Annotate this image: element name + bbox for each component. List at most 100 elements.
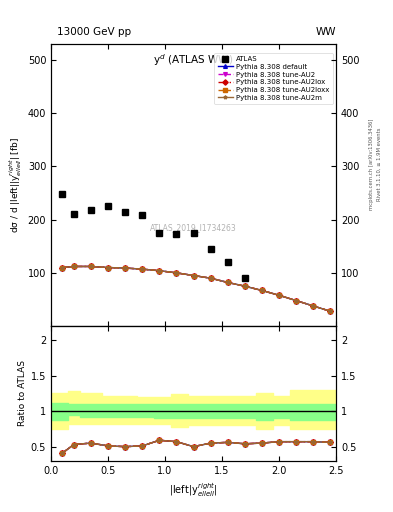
Y-axis label: dσ / d |left||y$_{ellell}^{right}$| [fb]: dσ / d |left||y$_{ellell}^{right}$| [fb] <box>7 137 24 233</box>
Pythia 8.308 default <box>208 275 213 281</box>
Pythia 8.308 tune-AU2 <box>226 280 230 286</box>
Pythia 8.308 default <box>174 270 179 276</box>
Pythia 8.308 tune-AU2loxx <box>294 297 299 304</box>
Pythia 8.308 tune-AU2lox <box>259 287 264 293</box>
Pythia 8.308 tune-AU2lox <box>191 272 196 279</box>
Pythia 8.308 tune-AU2 <box>140 266 145 272</box>
Pythia 8.308 default <box>277 292 281 298</box>
Pythia 8.308 tune-AU2m <box>89 263 94 269</box>
Pythia 8.308 tune-AU2m <box>294 297 299 304</box>
Text: y$^{d}$ (ATLAS WW): y$^{d}$ (ATLAS WW) <box>153 52 234 68</box>
Pythia 8.308 tune-AU2lox <box>106 265 110 271</box>
Pythia 8.308 tune-AU2lox <box>208 275 213 281</box>
Pythia 8.308 tune-AU2 <box>191 272 196 279</box>
Pythia 8.308 tune-AU2m <box>311 303 316 309</box>
Pythia 8.308 tune-AU2loxx <box>277 292 281 298</box>
Line: Pythia 8.308 tune-AU2loxx: Pythia 8.308 tune-AU2loxx <box>61 264 332 313</box>
ATLAS <box>242 275 247 281</box>
Text: 13000 GeV pp: 13000 GeV pp <box>57 27 131 37</box>
Pythia 8.308 default <box>157 268 162 274</box>
Line: ATLAS: ATLAS <box>59 191 248 281</box>
Pythia 8.308 tune-AU2loxx <box>72 263 76 269</box>
ATLAS <box>123 208 127 215</box>
Pythia 8.308 tune-AU2lox <box>328 308 333 314</box>
Pythia 8.308 default <box>242 283 247 289</box>
ATLAS <box>72 211 76 217</box>
ATLAS <box>157 230 162 236</box>
Pythia 8.308 default <box>294 297 299 304</box>
Text: mcplots.cern.ch [arXiv:1306.3436]: mcplots.cern.ch [arXiv:1306.3436] <box>369 118 374 209</box>
Pythia 8.308 tune-AU2loxx <box>311 303 316 309</box>
Pythia 8.308 default <box>311 303 316 309</box>
Pythia 8.308 tune-AU2loxx <box>191 272 196 279</box>
ATLAS <box>106 203 110 209</box>
Pythia 8.308 tune-AU2loxx <box>208 275 213 281</box>
Pythia 8.308 tune-AU2lox <box>72 263 76 269</box>
Line: Pythia 8.308 default: Pythia 8.308 default <box>61 264 332 313</box>
Pythia 8.308 tune-AU2 <box>157 268 162 274</box>
Pythia 8.308 tune-AU2m <box>123 265 127 271</box>
Pythia 8.308 tune-AU2 <box>89 263 94 269</box>
Pythia 8.308 tune-AU2 <box>328 308 333 314</box>
Pythia 8.308 tune-AU2m <box>157 268 162 274</box>
Pythia 8.308 tune-AU2lox <box>89 263 94 269</box>
Pythia 8.308 default <box>259 287 264 293</box>
Pythia 8.308 tune-AU2m <box>226 280 230 286</box>
Pythia 8.308 default <box>106 265 110 271</box>
Pythia 8.308 default <box>226 280 230 286</box>
Pythia 8.308 default <box>123 265 127 271</box>
ATLAS <box>226 259 230 265</box>
Pythia 8.308 tune-AU2loxx <box>174 270 179 276</box>
Pythia 8.308 tune-AU2m <box>328 308 333 314</box>
Pythia 8.308 tune-AU2 <box>259 287 264 293</box>
Line: Pythia 8.308 tune-AU2: Pythia 8.308 tune-AU2 <box>61 264 332 313</box>
Pythia 8.308 default <box>328 308 333 314</box>
Pythia 8.308 tune-AU2loxx <box>328 308 333 314</box>
Pythia 8.308 tune-AU2 <box>208 275 213 281</box>
Pythia 8.308 tune-AU2loxx <box>106 265 110 271</box>
Pythia 8.308 tune-AU2 <box>123 265 127 271</box>
Pythia 8.308 tune-AU2lox <box>242 283 247 289</box>
Pythia 8.308 tune-AU2m <box>140 266 145 272</box>
Pythia 8.308 tune-AU2lox <box>157 268 162 274</box>
ATLAS <box>89 207 94 213</box>
Pythia 8.308 tune-AU2loxx <box>89 263 94 269</box>
Pythia 8.308 default <box>89 263 94 269</box>
Pythia 8.308 tune-AU2m <box>242 283 247 289</box>
Pythia 8.308 tune-AU2lox <box>123 265 127 271</box>
Pythia 8.308 tune-AU2loxx <box>157 268 162 274</box>
Pythia 8.308 tune-AU2loxx <box>60 265 65 271</box>
Pythia 8.308 default <box>140 266 145 272</box>
Text: ATLAS_2019_I1734263: ATLAS_2019_I1734263 <box>150 223 237 232</box>
ATLAS <box>191 230 196 236</box>
Line: Pythia 8.308 tune-AU2lox: Pythia 8.308 tune-AU2lox <box>61 264 332 313</box>
Pythia 8.308 tune-AU2 <box>106 265 110 271</box>
ATLAS <box>174 231 179 238</box>
Pythia 8.308 tune-AU2loxx <box>123 265 127 271</box>
Pythia 8.308 tune-AU2loxx <box>242 283 247 289</box>
Pythia 8.308 tune-AU2 <box>294 297 299 304</box>
Pythia 8.308 default <box>60 265 65 271</box>
Pythia 8.308 tune-AU2lox <box>277 292 281 298</box>
Text: WW: WW <box>316 27 336 37</box>
Pythia 8.308 tune-AU2m <box>174 270 179 276</box>
Pythia 8.308 tune-AU2 <box>311 303 316 309</box>
Pythia 8.308 tune-AU2lox <box>226 280 230 286</box>
Pythia 8.308 tune-AU2lox <box>140 266 145 272</box>
Pythia 8.308 tune-AU2m <box>208 275 213 281</box>
Pythia 8.308 tune-AU2lox <box>294 297 299 304</box>
Pythia 8.308 tune-AU2 <box>174 270 179 276</box>
Pythia 8.308 tune-AU2m <box>60 265 65 271</box>
Pythia 8.308 tune-AU2 <box>60 265 65 271</box>
Pythia 8.308 tune-AU2loxx <box>259 287 264 293</box>
Pythia 8.308 default <box>72 263 76 269</box>
Pythia 8.308 tune-AU2lox <box>311 303 316 309</box>
ATLAS <box>140 212 145 218</box>
Pythia 8.308 tune-AU2m <box>106 265 110 271</box>
Line: Pythia 8.308 tune-AU2m: Pythia 8.308 tune-AU2m <box>61 264 332 313</box>
Y-axis label: Ratio to ATLAS: Ratio to ATLAS <box>18 360 27 426</box>
Pythia 8.308 tune-AU2m <box>277 292 281 298</box>
Pythia 8.308 tune-AU2loxx <box>226 280 230 286</box>
Pythia 8.308 tune-AU2loxx <box>140 266 145 272</box>
Pythia 8.308 tune-AU2lox <box>174 270 179 276</box>
